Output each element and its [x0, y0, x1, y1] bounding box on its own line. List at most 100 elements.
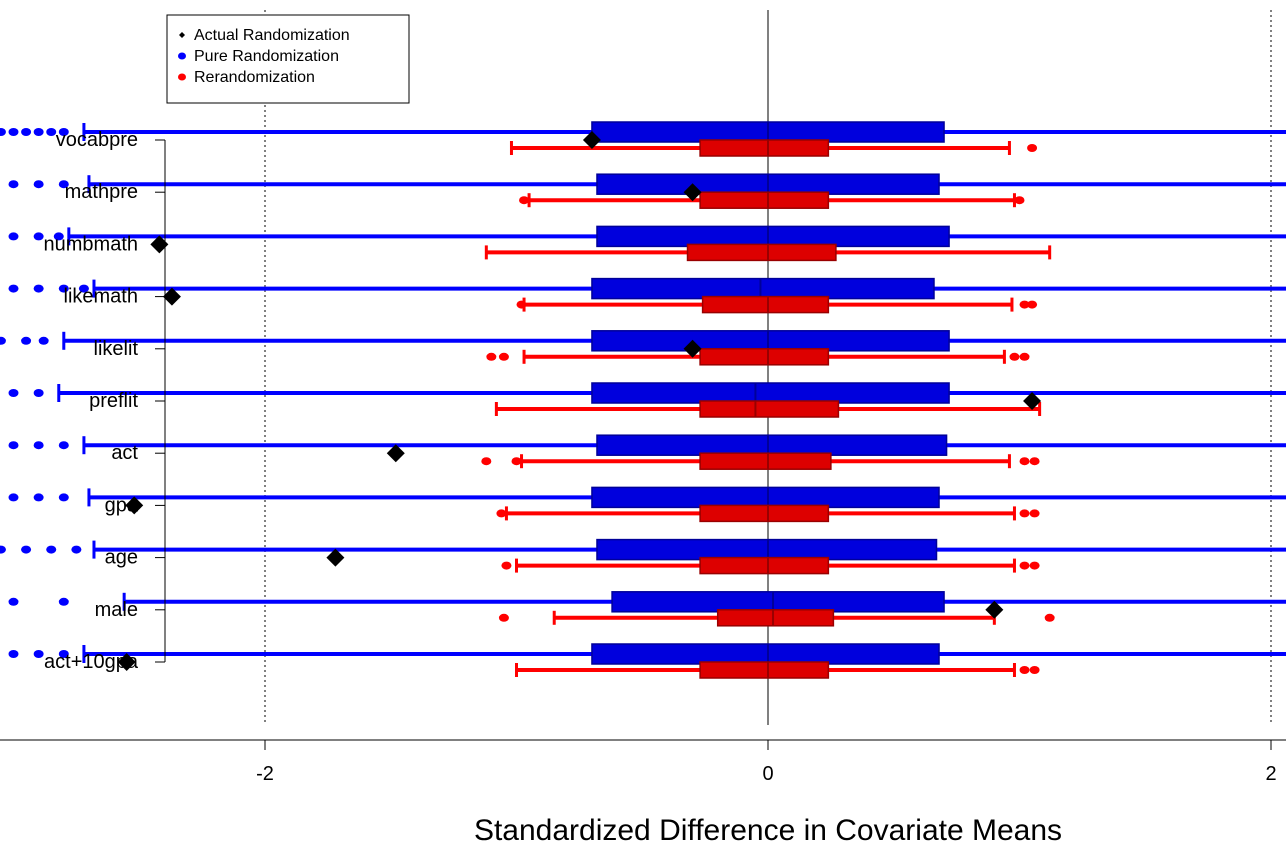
actual-randomization-point	[683, 339, 702, 358]
pure-randomization-boxplot	[8, 643, 1286, 665]
rerandomization-outlier	[498, 352, 509, 361]
rerandomization-box	[699, 139, 830, 157]
pure-randomization-boxplot	[0, 121, 1286, 143]
pure-randomization-outlier	[58, 441, 69, 450]
rerandomization-box	[699, 504, 830, 523]
pure-randomization-outlier	[58, 180, 69, 189]
rerandomization-box	[686, 243, 837, 262]
rerandomization-boxplot	[516, 295, 1038, 314]
rerandomization-outlier	[1019, 561, 1030, 570]
rerandomization-outlier	[1027, 144, 1038, 152]
pure-randomization-outlier	[8, 597, 19, 606]
pure-randomization-outlier	[33, 284, 44, 293]
rerandomization-boxplot	[509, 139, 1038, 157]
actual-randomization-point	[1023, 392, 1042, 410]
y-tick-label: gpa	[105, 494, 139, 516]
pure-randomization-box	[591, 643, 940, 665]
pure-randomization-boxplot	[8, 225, 1286, 248]
y-tick-label: numbmath	[44, 233, 139, 255]
rerandomization-outlier	[1019, 300, 1030, 309]
y-tick-label: act	[111, 442, 138, 464]
legend-marker-actual	[179, 32, 185, 38]
pure-randomization-box	[596, 225, 950, 248]
pure-randomization-box	[591, 382, 950, 404]
pure-randomization-outlier	[33, 650, 44, 658]
pure-randomization-outlier	[46, 545, 57, 554]
pure-randomization-outlier	[21, 336, 32, 345]
boxplot-series	[0, 121, 1286, 679]
rerandomization-outlier	[1029, 561, 1040, 570]
rerandomization-outlier	[1019, 352, 1030, 361]
pure-randomization-outlier	[0, 545, 6, 554]
legend-marker-pure	[178, 52, 186, 60]
actual-randomization-point	[386, 444, 405, 463]
pure-randomization-outlier	[78, 284, 89, 293]
pure-randomization-outlier	[33, 180, 44, 189]
rerandomization-boxplot	[501, 556, 1040, 575]
pure-randomization-box	[596, 538, 938, 561]
y-tick-label: male	[95, 599, 138, 621]
rerandomization-outlier	[1029, 666, 1040, 674]
pure-randomization-outlier	[38, 336, 49, 345]
actual-randomization-point	[985, 600, 1004, 619]
legend: Actual Randomization Pure Randomization Re…	[166, 14, 410, 104]
pure-randomization-outlier	[33, 441, 44, 450]
pure-randomization-boxplot	[8, 173, 1286, 195]
rerandomization-outlier	[496, 509, 507, 518]
rerandomization-boxplot	[519, 191, 1025, 209]
legend-marker-rerandomization	[178, 73, 186, 81]
pure-randomization-boxplot	[8, 277, 1286, 300]
rerandomization-outlier	[516, 300, 527, 309]
pure-randomization-outlier	[8, 650, 19, 658]
rerandomization-outlier	[1019, 666, 1030, 674]
x-tick-label: 0	[762, 763, 773, 785]
rerandomization-boxplot	[498, 609, 1055, 627]
rerandomization-outlier	[1029, 457, 1040, 466]
pure-randomization-outlier	[21, 545, 32, 554]
pure-randomization-outlier	[58, 650, 69, 658]
rerandomization-box	[716, 609, 835, 627]
rerandomization-boxplot	[496, 504, 1040, 523]
actual-randomization-point	[326, 548, 345, 567]
rerandomization-box	[701, 295, 830, 314]
actual-randomization-point	[117, 653, 136, 671]
y-tick-label: mathpre	[65, 181, 138, 203]
actual-randomization-points	[117, 131, 1042, 671]
rerandomization-outlier	[1027, 300, 1038, 309]
rerandomization-outlier	[511, 457, 522, 466]
pure-randomization-outlier	[8, 128, 19, 136]
pure-randomization-boxplot	[8, 591, 1286, 613]
pure-randomization-boxplot	[0, 538, 1286, 561]
pure-randomization-outlier	[8, 284, 19, 293]
actual-randomization-point	[125, 496, 144, 515]
rerandomization-outlier	[519, 196, 530, 205]
rerandomization-outlier	[1019, 509, 1030, 518]
pure-randomization-box	[596, 434, 948, 456]
rerandomization-boxplot	[484, 243, 1052, 262]
rerandomization-box	[699, 661, 830, 679]
rerandomization-box	[699, 191, 830, 209]
pure-randomization-boxplot	[8, 486, 1286, 509]
rerandomization-outlier	[1009, 352, 1020, 361]
pure-randomization-outlier	[58, 284, 69, 293]
pure-randomization-box	[591, 277, 935, 300]
actual-randomization-point	[582, 131, 601, 149]
pure-randomization-boxplot	[8, 434, 1286, 456]
pure-randomization-outlier	[8, 441, 19, 450]
rerandomization-outlier	[498, 613, 509, 622]
rerandomization-outlier	[1029, 509, 1040, 518]
y-tick-label: preflit	[89, 390, 138, 412]
rerandomization-outlier	[486, 352, 497, 361]
pure-randomization-box	[611, 591, 945, 613]
y-tick-label: age	[105, 547, 138, 569]
x-tick-label: -2	[256, 763, 274, 785]
y-tick-label: act+10gpa	[44, 651, 139, 673]
pure-randomization-outlier	[8, 180, 19, 189]
rerandomization-outlier	[501, 561, 512, 570]
rerandomization-outlier	[1014, 196, 1025, 205]
pure-randomization-outlier	[21, 128, 32, 136]
actual-randomization-point	[162, 287, 181, 306]
legend-label: Pure Randomization	[194, 48, 339, 65]
y-tick-label: likelit	[94, 338, 139, 360]
